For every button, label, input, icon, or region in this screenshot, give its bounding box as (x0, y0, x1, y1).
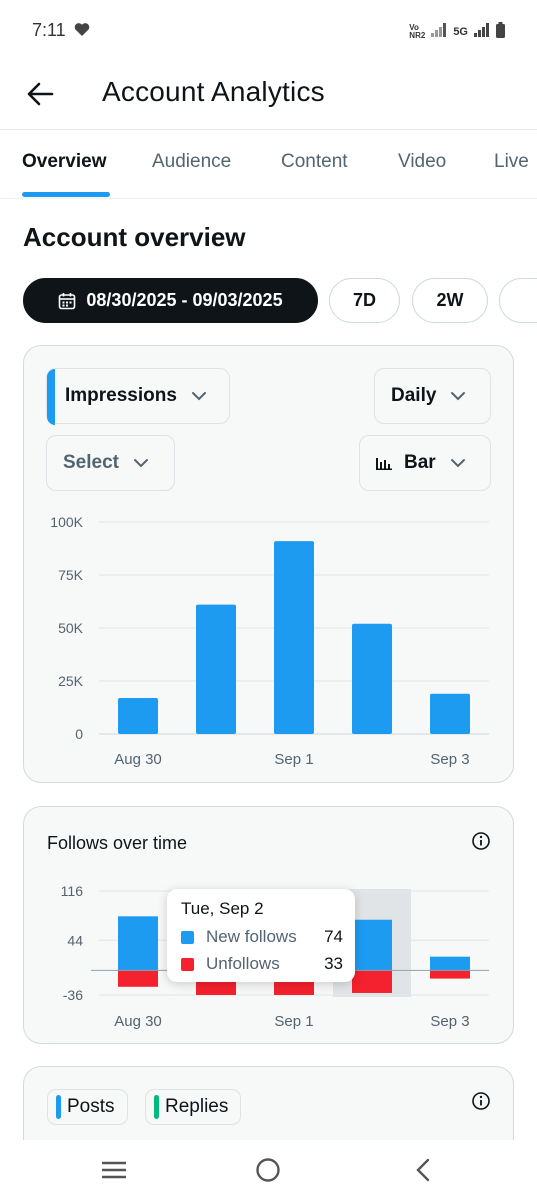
volte-icon: Vo NR2 (409, 22, 426, 40)
info-icon[interactable] (471, 831, 491, 851)
tab-live[interactable]: Live (494, 151, 529, 172)
compare-dropdown[interactable]: Select (46, 435, 175, 491)
tooltip-new-follows-value: 74 (324, 927, 343, 946)
impressions-chart: 0 25K 50K 75K 100K Aug 30 Sep 1 Sep 3 (50, 514, 489, 768)
chart-type-dropdown-label: Bar (404, 452, 436, 473)
page-title: Account Analytics (102, 76, 325, 107)
follows-card-title: Follows over time (47, 833, 188, 853)
replies-color-marker (154, 1095, 159, 1119)
bar-unfollows (352, 970, 392, 993)
bar-new-follows (352, 919, 392, 971)
metric-color-marker (47, 369, 55, 425)
active-tab-indicator (22, 192, 110, 197)
info-icon[interactable] (471, 1091, 491, 1111)
chevron-down-icon (450, 391, 466, 401)
date-range-label: 08/30/2025 - 09/03/2025 (86, 290, 283, 310)
bar (196, 604, 236, 734)
chart-tooltip: Tue, Sep 2 New follows 74 Unfollows 33 (167, 889, 355, 982)
tooltip-date: Tue, Sep 2 (181, 899, 264, 918)
heart-icon (74, 22, 90, 42)
chip-more[interactable] (499, 278, 537, 323)
metric-dropdown-label: Impressions (65, 385, 177, 406)
chevron-down-icon (450, 458, 466, 468)
impressions-card: Impressions Daily Select Bar 0 25K 50K 75K 1… (23, 345, 514, 783)
chip-7d[interactable]: 7D (329, 278, 400, 323)
y-tick-label: 116 (61, 883, 84, 899)
x-tick-label: Aug 30 (114, 751, 162, 768)
tooltip-unfollows-label: Unfollows (206, 954, 280, 973)
recent-apps-button[interactable] (94, 1152, 134, 1188)
bar-new-follows (118, 916, 158, 971)
bar (118, 697, 158, 734)
interval-dropdown[interactable]: Daily (374, 368, 491, 424)
section-title: Account overview (23, 222, 246, 252)
signal-strength-icon (474, 23, 490, 40)
y-tick-label: 44 (67, 932, 83, 948)
chevron-down-icon (191, 391, 207, 401)
system-navigation-bar (0, 1140, 537, 1200)
system-back-button[interactable] (403, 1152, 443, 1188)
status-time: 7:11 (32, 20, 66, 40)
bar-unfollows (430, 970, 470, 979)
battery-icon (496, 22, 505, 41)
back-button[interactable] (22, 76, 58, 112)
unfollows-swatch (181, 957, 194, 971)
y-tick-label: 100K (50, 514, 83, 530)
y-tick-label: 0 (75, 726, 83, 742)
date-range-chip[interactable]: 08/30/2025 - 09/03/2025 (23, 278, 318, 323)
network-type: 5G (453, 25, 468, 38)
new-follows-swatch (181, 930, 194, 944)
tooltip-unfollows-value: 33 (324, 954, 343, 973)
x-tick-label: Sep 3 (430, 1013, 469, 1030)
app-header: Account Analytics (0, 60, 537, 130)
status-indicators: Vo NR2 5G (409, 22, 505, 41)
legend-replies[interactable]: Replies (145, 1089, 242, 1125)
metric-dropdown[interactable]: Impressions (46, 368, 230, 425)
arrow-left-icon (27, 82, 54, 106)
y-tick-label: 25K (58, 673, 84, 689)
chip-2w[interactable]: 2W (412, 278, 488, 323)
bar-new-follows (430, 956, 470, 971)
x-tick-label: Sep 1 (274, 1013, 313, 1030)
bar (352, 623, 392, 734)
tooltip-row-new-follows: New follows 74 (181, 926, 343, 948)
chevron-left-icon (416, 1158, 430, 1182)
calendar-icon (58, 292, 76, 310)
y-tick-label: 75K (58, 567, 84, 583)
follows-card: Follows over time -36 44 116 Aug 30 Sep 1 Sep… (23, 806, 514, 1044)
signal-icon (431, 23, 447, 40)
bar-unfollows (118, 970, 158, 987)
date-range-chips: 08/30/2025 - 09/03/2025 7D 2W (23, 278, 537, 323)
tab-overview[interactable]: Overview (22, 151, 107, 172)
home-circle-icon (256, 1158, 280, 1182)
bar (430, 693, 470, 734)
chevron-down-icon (133, 458, 149, 468)
home-button[interactable] (248, 1152, 288, 1188)
interval-dropdown-label: Daily (391, 385, 437, 406)
tab-video[interactable]: Video (398, 151, 447, 172)
tooltip-new-follows-label: New follows (206, 927, 297, 946)
x-tick-label: Sep 1 (274, 751, 313, 768)
tab-content[interactable]: Content (281, 151, 348, 172)
tab-audience[interactable]: Audience (152, 151, 232, 172)
y-tick-label: -36 (63, 987, 83, 1003)
status-bar: 7:11 Vo NR2 5G (0, 0, 537, 60)
posts-color-marker (56, 1095, 61, 1119)
tab-bar: Overview Audience Content Video Live (0, 131, 537, 199)
bar (274, 541, 314, 734)
x-tick-label: Sep 3 (430, 751, 469, 768)
chart-type-dropdown[interactable]: Bar (359, 435, 491, 491)
tooltip-row-unfollows: Unfollows 33 (181, 953, 343, 975)
menu-icon (102, 1161, 126, 1179)
y-tick-label: 50K (58, 620, 84, 636)
bar-chart-icon (376, 456, 392, 470)
legend-posts[interactable]: Posts (47, 1089, 128, 1125)
x-tick-label: Aug 30 (114, 1013, 162, 1030)
legend-replies-label: Replies (165, 1096, 229, 1117)
compare-dropdown-label: Select (63, 452, 119, 473)
legend-posts-label: Posts (67, 1096, 115, 1117)
